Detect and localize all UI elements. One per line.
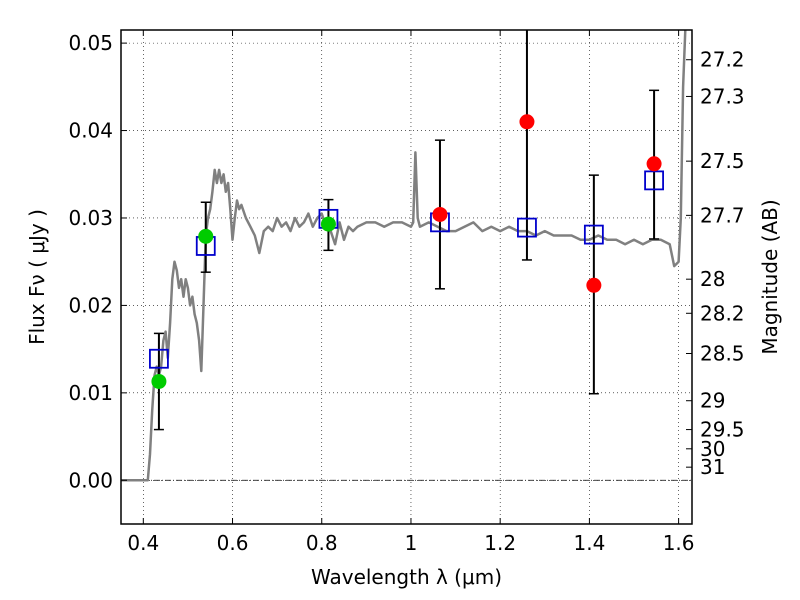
- y2-tick-label: 27.7: [700, 203, 745, 227]
- y-tick-label: 0.02: [68, 293, 113, 317]
- observed-point: [646, 156, 662, 172]
- model-square-marker: [517, 217, 537, 238]
- x-tick-label: 1: [405, 531, 418, 555]
- model-square-marker: [149, 348, 169, 369]
- x-tick-label: 0.8: [306, 531, 338, 555]
- plot-frame: [120, 29, 693, 525]
- model-square-marker: [644, 170, 664, 191]
- observed-points: [151, 114, 662, 389]
- observed-point: [519, 114, 535, 130]
- y2-tick-label: 28: [700, 267, 725, 291]
- model-spectrum: [121, 29, 687, 482]
- y2-tick-label: 31: [700, 455, 725, 479]
- model-spectrum-line: [121, 29, 687, 482]
- y2-tick-label: 27.2: [700, 48, 745, 72]
- y-tick-label: 0.04: [68, 119, 113, 143]
- observed-point: [151, 373, 167, 389]
- y2-tick-label: 29: [700, 389, 725, 413]
- right-axis-label: Magnitude (AB): [758, 199, 782, 354]
- x-axis-ticks: 0.4 0.6 0.8 1 1.2 1.4 1.6: [127, 30, 695, 555]
- x-tick-label: 0.6: [217, 531, 249, 555]
- y-axis-ticks: 0.00 0.01 0.02 0.03 0.04 0.05: [68, 31, 127, 492]
- observed-point: [198, 228, 214, 244]
- y-axis-label: Flux Fν ( μJy ): [25, 209, 49, 345]
- x-tick-label: 1.4: [573, 531, 605, 555]
- y-tick-label: 0.00: [68, 468, 113, 492]
- observed-point: [320, 216, 336, 232]
- y-tick-label: 0.05: [68, 31, 113, 55]
- grid-lines: [121, 30, 692, 524]
- y2-tick-label: 29.5: [700, 418, 745, 442]
- observed-point: [432, 206, 448, 222]
- y-tick-label: 0.01: [68, 381, 113, 405]
- x-tick-label: 1.2: [484, 531, 516, 555]
- x-tick-label: 0.4: [127, 531, 159, 555]
- y2-tick-label: 28.5: [700, 342, 745, 366]
- y2-tick-label: 27.5: [700, 149, 745, 173]
- y2-tick-label: 30: [700, 437, 725, 461]
- model-photometry-squares: [149, 170, 664, 369]
- y2-tick-label: 27.3: [700, 84, 745, 108]
- observed-point: [586, 277, 602, 293]
- error-bars: [153, 30, 660, 431]
- y2-tick-label: 28.2: [700, 301, 745, 325]
- model-square-marker: [583, 224, 604, 245]
- x-tick-label: 1.6: [663, 531, 695, 555]
- x-axis-label: Wavelength λ (μm): [311, 565, 502, 589]
- y-tick-label: 0.03: [68, 206, 113, 230]
